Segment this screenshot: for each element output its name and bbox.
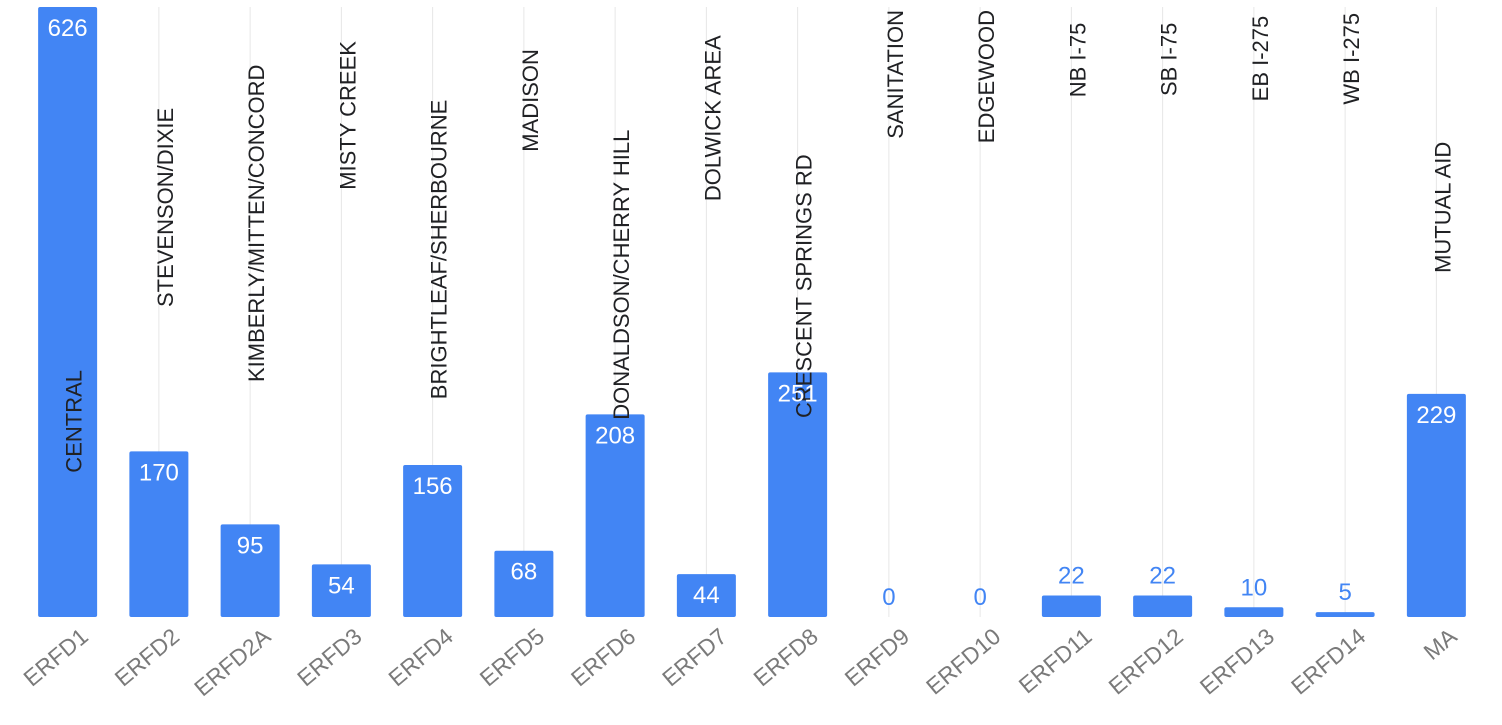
x-tick-label: ERFD14 <box>1286 623 1370 700</box>
value-label: 68 <box>511 559 538 586</box>
bar <box>1224 607 1284 617</box>
value-label: 5 <box>1338 579 1351 606</box>
category-annotation: BRIGHTLEAF/SHERBOURNE <box>427 100 452 400</box>
bar <box>38 7 98 617</box>
bar <box>403 464 463 617</box>
category-annotation: CRESCENT SPRINGS RD <box>792 154 817 418</box>
bar <box>1041 595 1101 617</box>
category-annotation: SB I-75 <box>1157 23 1182 96</box>
bar <box>220 524 280 617</box>
bars <box>38 7 1466 617</box>
x-tick-label: ERFD7 <box>657 623 731 691</box>
value-label: 54 <box>328 572 355 599</box>
x-tick-label: ERFD4 <box>383 623 458 692</box>
bar <box>1133 595 1193 617</box>
category-annotation: CENTRAL <box>62 370 87 473</box>
x-tick-label: ERFD6 <box>566 623 640 691</box>
value-label: 22 <box>1149 563 1176 590</box>
value-label: 156 <box>413 473 453 500</box>
value-label: 229 <box>1416 402 1456 429</box>
x-tick-label: ERFD10 <box>921 623 1005 700</box>
bar <box>494 550 554 617</box>
bar <box>585 414 645 617</box>
category-annotation: DONALDSON/CHERRY HILL <box>609 130 634 420</box>
x-tick-label: ERFD2A <box>189 622 276 701</box>
category-annotation: WB I-275 <box>1339 13 1364 105</box>
category-annotation: EB I-275 <box>1248 16 1273 102</box>
x-tick-label: MA <box>1418 622 1462 665</box>
value-label: 22 <box>1058 563 1085 590</box>
value-label: 44 <box>693 582 720 609</box>
value-label: 208 <box>595 422 635 449</box>
bar <box>129 451 189 617</box>
value-labels: 626 170 95 54 156 68 208 44 251 0 0 22 22 10 5 229 <box>48 15 1457 611</box>
x-tick-label: ERFD9 <box>840 623 914 691</box>
x-tick-label: ERFD11 <box>1014 623 1097 699</box>
x-tick-label: ERFD3 <box>292 623 366 691</box>
category-annotation: DOLWICK AREA <box>700 35 725 201</box>
bar <box>1406 393 1466 617</box>
x-tick-label: ERFD13 <box>1195 623 1279 700</box>
category-annotation: EDGEWOOD <box>974 10 999 143</box>
category-annotation: NB I-75 <box>1065 23 1090 98</box>
value-label: 251 <box>778 380 818 407</box>
value-label: 626 <box>48 15 88 42</box>
x-tick-label: ERFD12 <box>1104 623 1188 700</box>
x-tick-label: ERFD2 <box>110 623 184 691</box>
bar <box>1315 612 1375 617</box>
category-annotation: MISTY CREEK <box>335 41 360 190</box>
value-label: 10 <box>1241 574 1268 601</box>
bar <box>768 372 828 617</box>
x-tick-label: ERFD1 <box>18 623 92 691</box>
category-annotations: CENTRAL STEVENSON/DIXIE KIMBERLY/MITTEN/CO… <box>62 10 1456 473</box>
bar <box>676 574 736 617</box>
value-label: 170 <box>139 459 179 486</box>
bar <box>311 564 371 617</box>
x-tick-label: ERFD8 <box>748 623 822 691</box>
value-label: 0 <box>973 584 986 611</box>
x-tick-label: ERFD5 <box>475 623 549 691</box>
x-axis-ticks: ERFD1 ERFD2 ERFD2A ERFD3 ERFD4 ERFD5 ERFD6 ERFD… <box>18 622 1462 701</box>
category-annotation: MUTUAL AID <box>1430 142 1455 273</box>
value-label: 0 <box>882 584 895 611</box>
category-annotation: KIMBERLY/MITTEN/CONCORD <box>244 65 269 382</box>
value-label: 95 <box>237 532 264 559</box>
category-annotation: MADISON <box>518 49 543 152</box>
category-annotation: SANITATION <box>883 10 908 139</box>
category-annotation: STEVENSON/DIXIE <box>153 108 178 307</box>
grid-lines <box>67 7 1437 617</box>
